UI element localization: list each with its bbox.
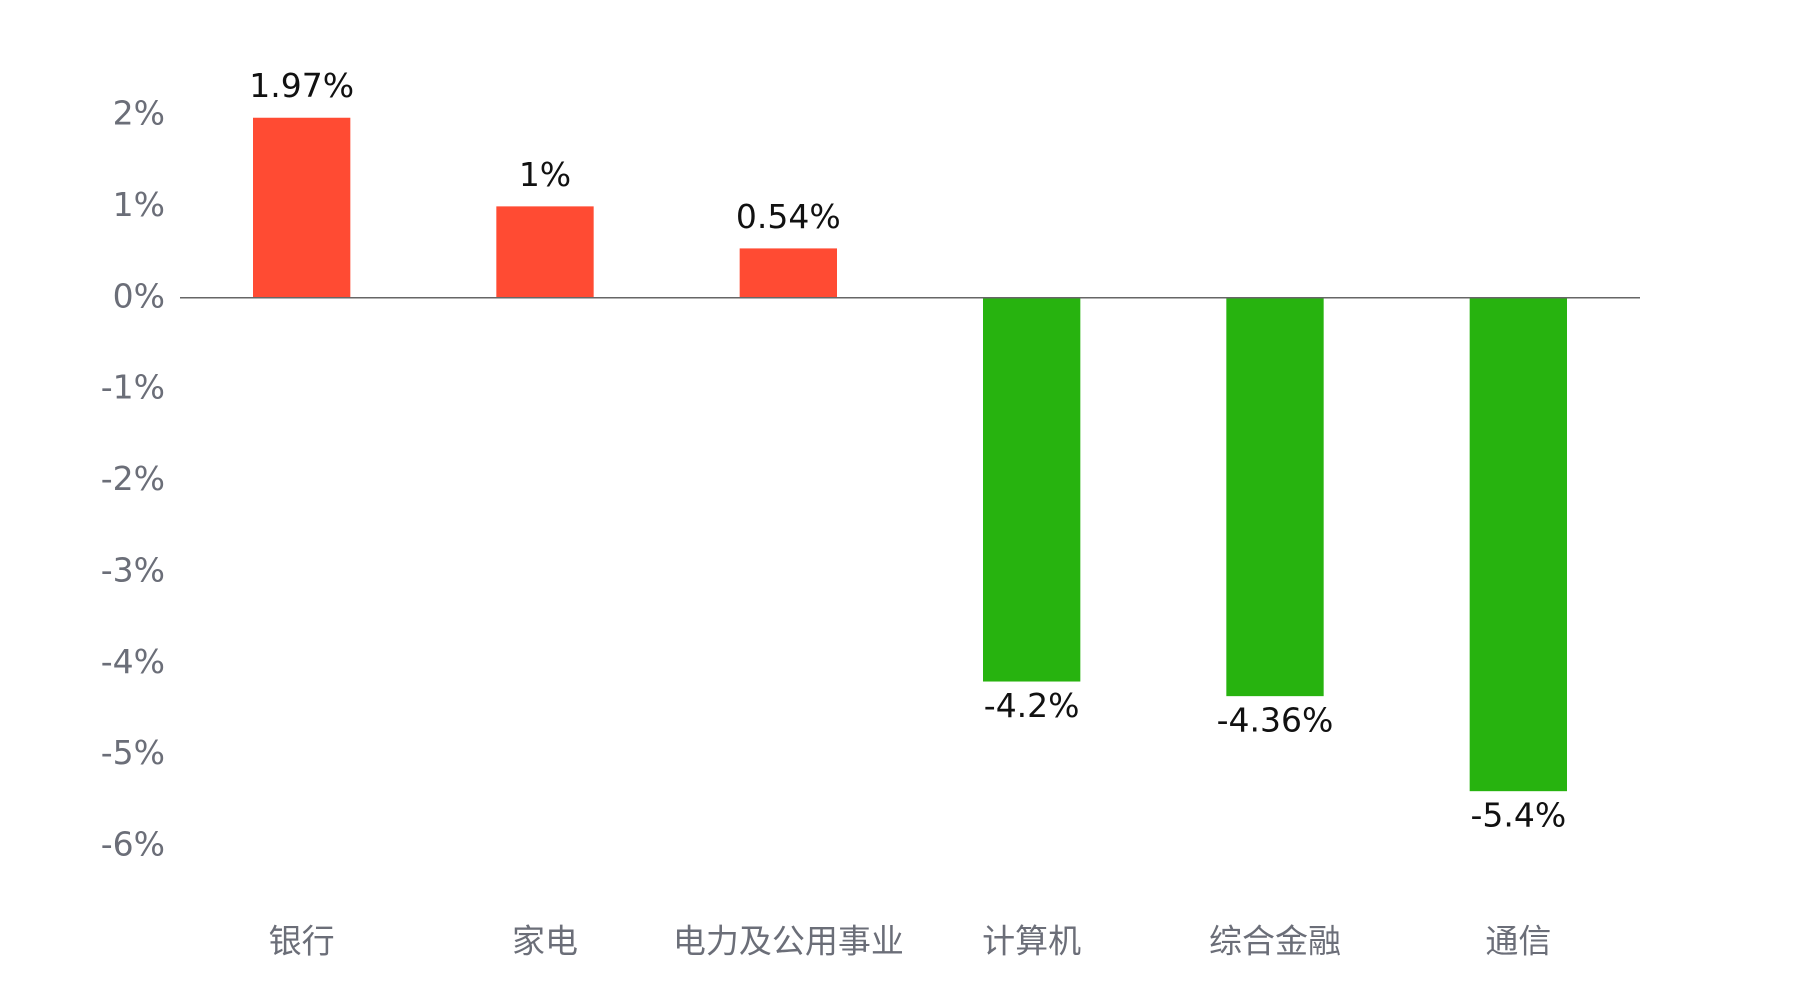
value-label: 1.97% xyxy=(249,66,354,105)
y-tick-label: -5% xyxy=(101,733,165,772)
value-label: -4.2% xyxy=(984,686,1080,725)
bar xyxy=(496,206,594,298)
bar xyxy=(253,117,351,298)
y-tick-label: 0% xyxy=(113,276,165,315)
bar xyxy=(983,297,1081,682)
value-label: 0.54% xyxy=(736,197,841,236)
bar xyxy=(739,248,837,298)
bar xyxy=(1469,297,1567,792)
y-tick-label: -1% xyxy=(101,368,165,407)
x-tick-label: 通信 xyxy=(1485,922,1551,961)
x-tick-label: 综合金融 xyxy=(1209,922,1341,961)
y-tick-label: -6% xyxy=(101,825,165,864)
x-tick-label: 电力及公用事业 xyxy=(673,922,904,961)
y-tick-label: 2% xyxy=(113,94,165,133)
bar xyxy=(1226,297,1324,697)
value-label: -4.36% xyxy=(1217,701,1334,740)
value-label: -5.4% xyxy=(1470,796,1566,835)
y-tick-label: -3% xyxy=(101,550,165,589)
value-label: 1% xyxy=(519,155,571,194)
x-tick-label: 银行 xyxy=(269,922,335,961)
y-tick-label: -4% xyxy=(101,642,165,681)
y-tick-label: -2% xyxy=(101,459,165,498)
y-tick-label: 1% xyxy=(113,185,165,224)
x-tick-label: 计算机 xyxy=(982,922,1081,961)
x-tick-label: 家电 xyxy=(512,922,578,961)
